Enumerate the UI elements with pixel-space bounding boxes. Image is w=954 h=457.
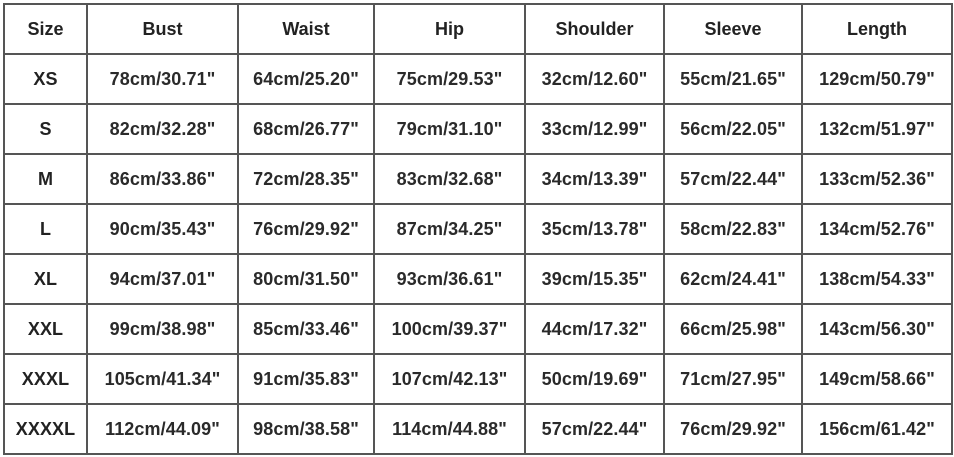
measurement-cell: 55cm/21.65" bbox=[663, 53, 803, 105]
table-row: L 90cm/35.43" 76cm/29.92" 87cm/34.25" 35cm/1… bbox=[3, 203, 953, 255]
table-row: XXL 99cm/38.98" 85cm/33.46" 100cm/39.37" 44c… bbox=[3, 303, 953, 355]
measurement-cell: 133cm/52.36" bbox=[801, 153, 953, 205]
size-label: L bbox=[3, 203, 88, 255]
measurement-cell: 105cm/41.34" bbox=[86, 353, 239, 405]
column-header-waist: Waist bbox=[237, 3, 375, 55]
measurement-cell: 79cm/31.10" bbox=[373, 103, 526, 155]
measurement-cell: 76cm/29.92" bbox=[663, 403, 803, 455]
size-label: XXL bbox=[3, 303, 88, 355]
measurement-cell: 94cm/37.01" bbox=[86, 253, 239, 305]
measurement-cell: 68cm/26.77" bbox=[237, 103, 375, 155]
measurement-cell: 91cm/35.83" bbox=[237, 353, 375, 405]
measurement-cell: 66cm/25.98" bbox=[663, 303, 803, 355]
measurement-cell: 99cm/38.98" bbox=[86, 303, 239, 355]
measurement-cell: 98cm/38.58" bbox=[237, 403, 375, 455]
measurement-cell: 129cm/50.79" bbox=[801, 53, 953, 105]
column-header-hip: Hip bbox=[373, 3, 526, 55]
measurement-cell: 90cm/35.43" bbox=[86, 203, 239, 255]
measurement-cell: 83cm/32.68" bbox=[373, 153, 526, 205]
measurement-cell: 62cm/24.41" bbox=[663, 253, 803, 305]
measurement-cell: 93cm/36.61" bbox=[373, 253, 526, 305]
measurement-cell: 57cm/22.44" bbox=[524, 403, 665, 455]
measurement-cell: 34cm/13.39" bbox=[524, 153, 665, 205]
size-label: XXXXL bbox=[3, 403, 88, 455]
table-row: XXXL 105cm/41.34" 91cm/35.83" 107cm/42.13" 5… bbox=[3, 353, 953, 405]
measurement-cell: 78cm/30.71" bbox=[86, 53, 239, 105]
measurement-cell: 75cm/29.53" bbox=[373, 53, 526, 105]
size-label: S bbox=[3, 103, 88, 155]
measurement-cell: 87cm/34.25" bbox=[373, 203, 526, 255]
table-row: XS 78cm/30.71" 64cm/25.20" 75cm/29.53" 32cm/… bbox=[3, 53, 953, 105]
measurement-cell: 138cm/54.33" bbox=[801, 253, 953, 305]
column-header-bust: Bust bbox=[86, 3, 239, 55]
measurement-cell: 71cm/27.95" bbox=[663, 353, 803, 405]
measurement-cell: 86cm/33.86" bbox=[86, 153, 239, 205]
measurement-cell: 80cm/31.50" bbox=[237, 253, 375, 305]
measurement-cell: 107cm/42.13" bbox=[373, 353, 526, 405]
measurement-cell: 112cm/44.09" bbox=[86, 403, 239, 455]
measurement-cell: 58cm/22.83" bbox=[663, 203, 803, 255]
measurement-cell: 72cm/28.35" bbox=[237, 153, 375, 205]
measurement-cell: 32cm/12.60" bbox=[524, 53, 665, 105]
measurement-cell: 50cm/19.69" bbox=[524, 353, 665, 405]
measurement-cell: 39cm/15.35" bbox=[524, 253, 665, 305]
measurement-cell: 114cm/44.88" bbox=[373, 403, 526, 455]
measurement-cell: 56cm/22.05" bbox=[663, 103, 803, 155]
table-row: XXXXL 112cm/44.09" 98cm/38.58" 114cm/44.88"… bbox=[3, 403, 953, 455]
measurement-cell: 134cm/52.76" bbox=[801, 203, 953, 255]
column-header-shoulder: Shoulder bbox=[524, 3, 665, 55]
measurement-cell: 44cm/17.32" bbox=[524, 303, 665, 355]
measurement-cell: 82cm/32.28" bbox=[86, 103, 239, 155]
measurement-cell: 35cm/13.78" bbox=[524, 203, 665, 255]
size-label: M bbox=[3, 153, 88, 205]
measurement-cell: 64cm/25.20" bbox=[237, 53, 375, 105]
measurement-cell: 149cm/58.66" bbox=[801, 353, 953, 405]
measurement-cell: 85cm/33.46" bbox=[237, 303, 375, 355]
size-label: XL bbox=[3, 253, 88, 305]
size-label: XS bbox=[3, 53, 88, 105]
column-header-length: Length bbox=[801, 3, 953, 55]
header-row: Size Bust Waist Hip Shoulder Sleeve Length bbox=[3, 3, 953, 55]
table-row: M 86cm/33.86" 72cm/28.35" 83cm/32.68" 34cm/1… bbox=[3, 153, 953, 205]
measurement-cell: 143cm/56.30" bbox=[801, 303, 953, 355]
measurement-cell: 156cm/61.42" bbox=[801, 403, 953, 455]
measurement-cell: 132cm/51.97" bbox=[801, 103, 953, 155]
measurement-cell: 76cm/29.92" bbox=[237, 203, 375, 255]
column-header-sleeve: Sleeve bbox=[663, 3, 803, 55]
column-header-size: Size bbox=[3, 3, 88, 55]
table-row: S 82cm/32.28" 68cm/26.77" 79cm/31.10" 33cm/1… bbox=[3, 103, 953, 155]
measurement-cell: 100cm/39.37" bbox=[373, 303, 526, 355]
table-row: XL 94cm/37.01" 80cm/31.50" 93cm/36.61" 39cm/… bbox=[3, 253, 953, 305]
size-chart-table: Size Bust Waist Hip Shoulder Sleeve Length XS 7… bbox=[3, 3, 953, 455]
size-label: XXXL bbox=[3, 353, 88, 405]
measurement-cell: 33cm/12.99" bbox=[524, 103, 665, 155]
measurement-cell: 57cm/22.44" bbox=[663, 153, 803, 205]
